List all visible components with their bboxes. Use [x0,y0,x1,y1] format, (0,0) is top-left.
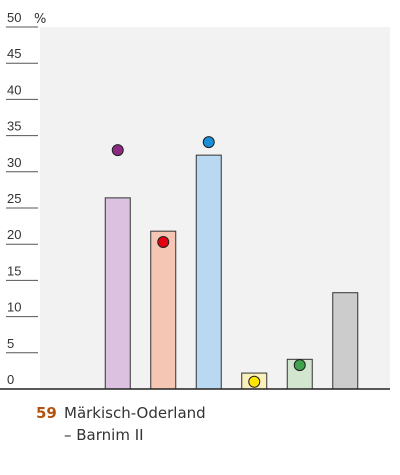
previous-result-dot [293,359,306,372]
previous-result-dot [111,144,124,157]
bar [150,230,177,390]
constituency-name: Märkisch-Oderland [64,404,206,422]
y-tick-label: 15 [7,263,21,278]
bar [332,292,359,390]
previous-result-dot [157,236,170,249]
y-tick-label: 30 [7,155,21,170]
bar [104,197,131,390]
bar [195,154,222,390]
y-tick-label: 45 [7,46,21,61]
constituency-name: – Barnim II [64,426,144,444]
y-tick-label: 50 [7,10,21,25]
unit-label: % [34,12,46,27]
y-tick-label: 35 [7,119,21,134]
y-tick-label: 20 [7,227,21,242]
y-tick-label: 25 [7,191,21,206]
previous-result-dot [248,375,261,388]
constituency-number: 59 [36,404,57,422]
y-tick-label: 5 [7,336,14,351]
y-tick-label: 10 [7,300,21,315]
previous-result-dot [202,136,215,149]
y-tick-label: 40 [7,82,21,97]
y-tick-label: 0 [7,372,14,387]
